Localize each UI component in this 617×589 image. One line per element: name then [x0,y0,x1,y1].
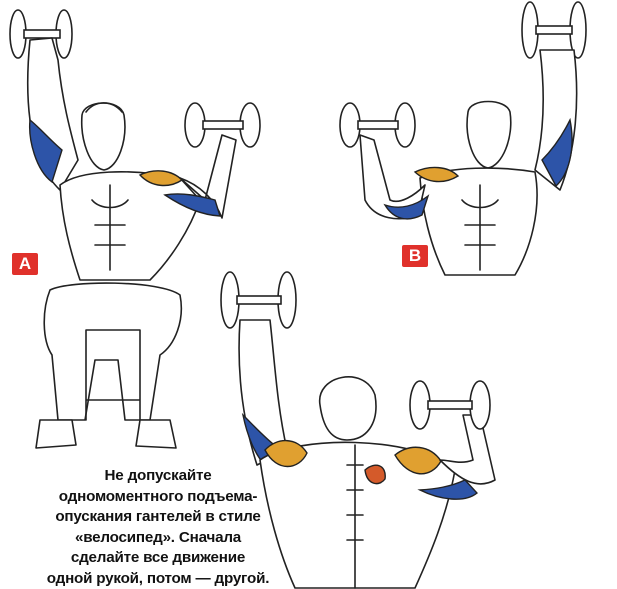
caption-line: опускания гантелей в стиле [40,507,276,528]
variant-badge-b: B [402,245,428,267]
instruction-caption: Не допускайте одномоментного подъема- оп… [40,466,276,589]
caption-line: одной рукой, потом — другой. [40,569,276,589]
variant-badge-a: A [12,253,38,275]
caption-line: Не допускайте [40,466,276,487]
caption-line: «велосипед». Сначала [40,528,276,549]
figure-b-front [330,0,617,290]
caption-line: сделайте все движение [40,548,276,569]
dumbbell-icon [410,381,490,429]
dumbbell-icon [340,103,415,147]
caption-line: одномоментного подъема- [40,487,276,508]
